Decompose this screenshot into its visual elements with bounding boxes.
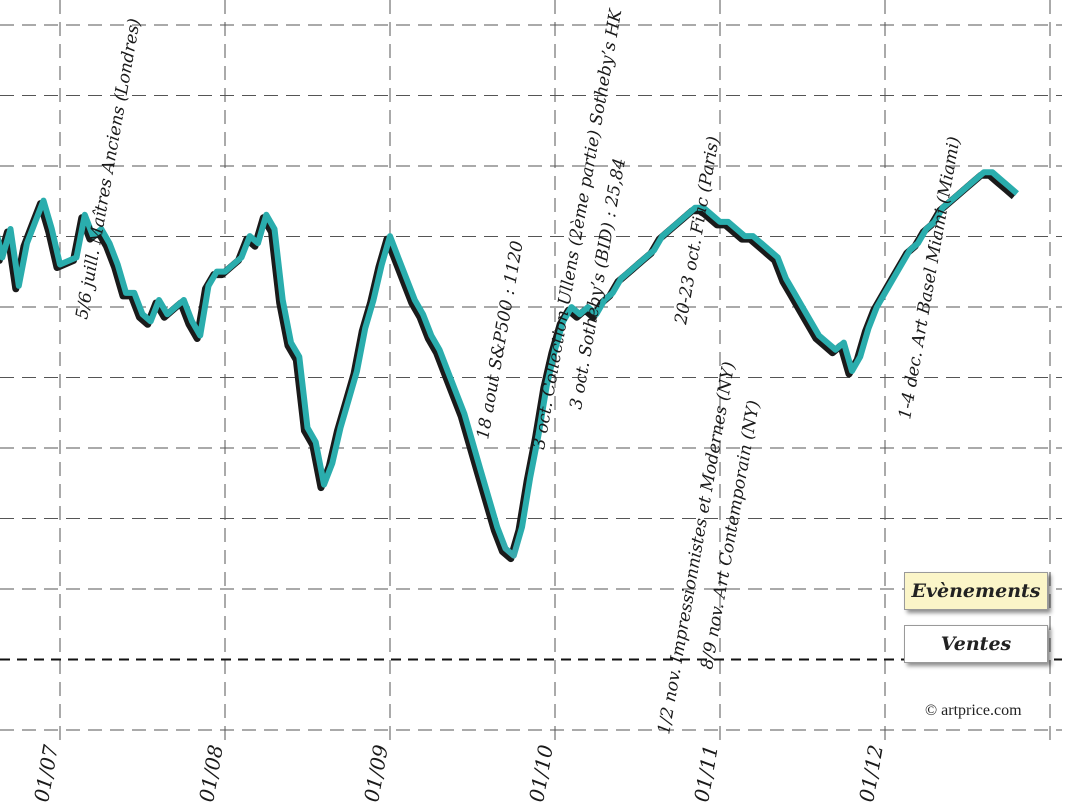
annotation-text: 18 aout S&P500 : 1120 — [473, 239, 528, 441]
x-tick-label: 01/08 — [194, 743, 228, 804]
x-tick: 01/08 — [194, 743, 228, 804]
x-tick: 01/09 — [359, 743, 393, 804]
line-series — [0, 169, 1019, 563]
annotation-text: 20-23 oct. Fiac (Paris) — [671, 135, 724, 327]
series-line-shadow — [0, 171, 1017, 563]
copyright-text: © artprice.com — [925, 702, 1022, 719]
event-annotations: 5/6 juill. Maîtres Anciens (Londres) 18 a… — [72, 7, 964, 736]
x-tick-label: 01/10 — [524, 743, 558, 804]
x-tick: 01/07 — [29, 743, 63, 804]
legend-events: Evènements — [904, 572, 1048, 610]
annotation: 18 aout S&P500 : 1120 — [473, 239, 528, 441]
x-tick-label: 01/09 — [359, 743, 393, 804]
legend-sales: Ventes — [904, 625, 1048, 663]
annotation: 20-23 oct. Fiac (Paris) — [671, 135, 724, 327]
x-tick-label: 01/12 — [854, 743, 888, 804]
series-line — [0, 169, 1019, 559]
x-tick: 01/12 — [854, 743, 888, 804]
x-tick-label: 01/11 — [689, 743, 723, 804]
x-tick: 01/10 — [524, 743, 558, 804]
x-tick-label: 01/07 — [29, 743, 63, 804]
annotation: 5/6 juill. Maîtres Anciens (Londres) — [72, 17, 145, 321]
x-tick: 01/11 — [689, 743, 723, 804]
annotation-text: 5/6 juill. Maîtres Anciens (Londres) — [72, 17, 145, 321]
x-axis-ticks: 01/07 01/08 01/09 01/10 01/11 01/12 — [29, 743, 888, 804]
